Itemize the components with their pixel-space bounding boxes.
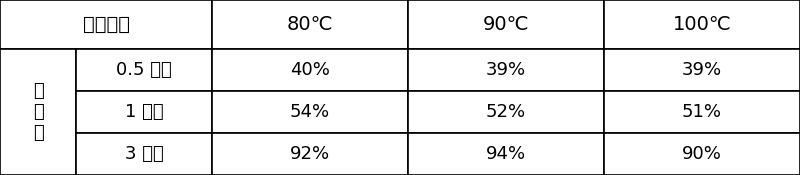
Text: 3 小时: 3 小时 xyxy=(125,145,163,163)
Text: 90℃: 90℃ xyxy=(482,15,530,34)
Text: 加热温度: 加热温度 xyxy=(82,15,130,34)
Bar xyxy=(408,91,604,133)
Bar xyxy=(408,133,604,175)
Bar xyxy=(212,133,408,175)
Text: 释
放
度: 释 放 度 xyxy=(33,82,43,142)
Text: 94%: 94% xyxy=(486,145,526,163)
Text: 39%: 39% xyxy=(682,61,722,79)
Bar xyxy=(604,91,800,133)
Bar xyxy=(76,133,212,175)
Bar xyxy=(408,0,604,49)
Text: 52%: 52% xyxy=(486,103,526,121)
Bar xyxy=(212,91,408,133)
Bar xyxy=(604,0,800,49)
Text: 80℃: 80℃ xyxy=(286,15,334,34)
Bar xyxy=(76,91,212,133)
Bar xyxy=(0,0,212,49)
Text: 1 小时: 1 小时 xyxy=(125,103,163,121)
Text: 100℃: 100℃ xyxy=(673,15,731,34)
Bar xyxy=(604,49,800,91)
Bar xyxy=(604,133,800,175)
Bar xyxy=(212,0,408,49)
Text: 92%: 92% xyxy=(290,145,330,163)
Bar xyxy=(76,49,212,91)
Text: 40%: 40% xyxy=(290,61,330,79)
Text: 39%: 39% xyxy=(486,61,526,79)
Bar xyxy=(0,49,76,175)
Text: 54%: 54% xyxy=(290,103,330,121)
Bar xyxy=(408,49,604,91)
Text: 51%: 51% xyxy=(682,103,722,121)
Text: 90%: 90% xyxy=(682,145,722,163)
Bar xyxy=(212,49,408,91)
Text: 0.5 小时: 0.5 小时 xyxy=(116,61,172,79)
